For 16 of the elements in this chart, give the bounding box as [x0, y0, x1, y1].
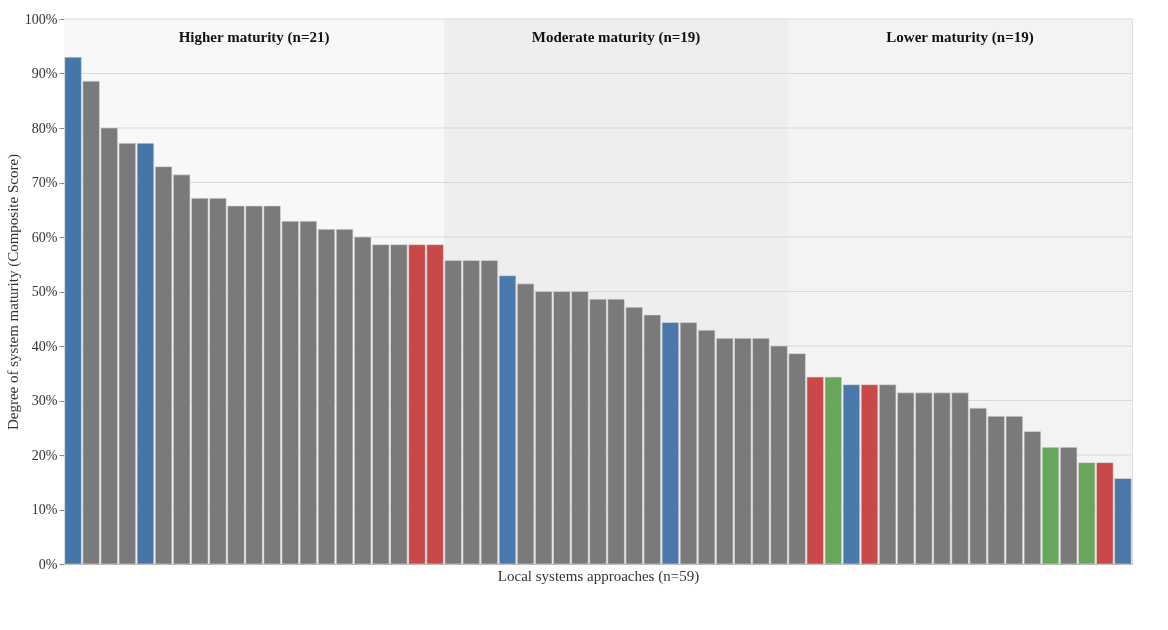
y-tick-label: 40%	[31, 338, 58, 354]
y-tick-label: 20%	[31, 447, 58, 463]
y-tick-label: 80%	[31, 120, 58, 136]
x-axis-title: Local systems approaches (n=59)	[497, 567, 700, 585]
y-tick-label: 60%	[31, 229, 58, 245]
y-tick-label: 50%	[31, 284, 58, 299]
annotation: Lower maturity (n=19)	[886, 29, 1034, 46]
annotation: Moderate maturity (n=19)	[531, 29, 701, 46]
y-tick-label: 30%	[31, 393, 58, 408]
y-tick-label: 10%	[31, 502, 58, 517]
y-tick-label: 100%	[24, 11, 58, 27]
y-tick-label: 0%	[38, 556, 58, 572]
y-axis-title: Degree of system maturity (Composite Score)	[4, 153, 22, 431]
y-tick-label: 70%	[31, 175, 58, 190]
y-tick-label: 90%	[31, 66, 58, 81]
annotation: Higher maturity (n=21)	[178, 29, 330, 46]
